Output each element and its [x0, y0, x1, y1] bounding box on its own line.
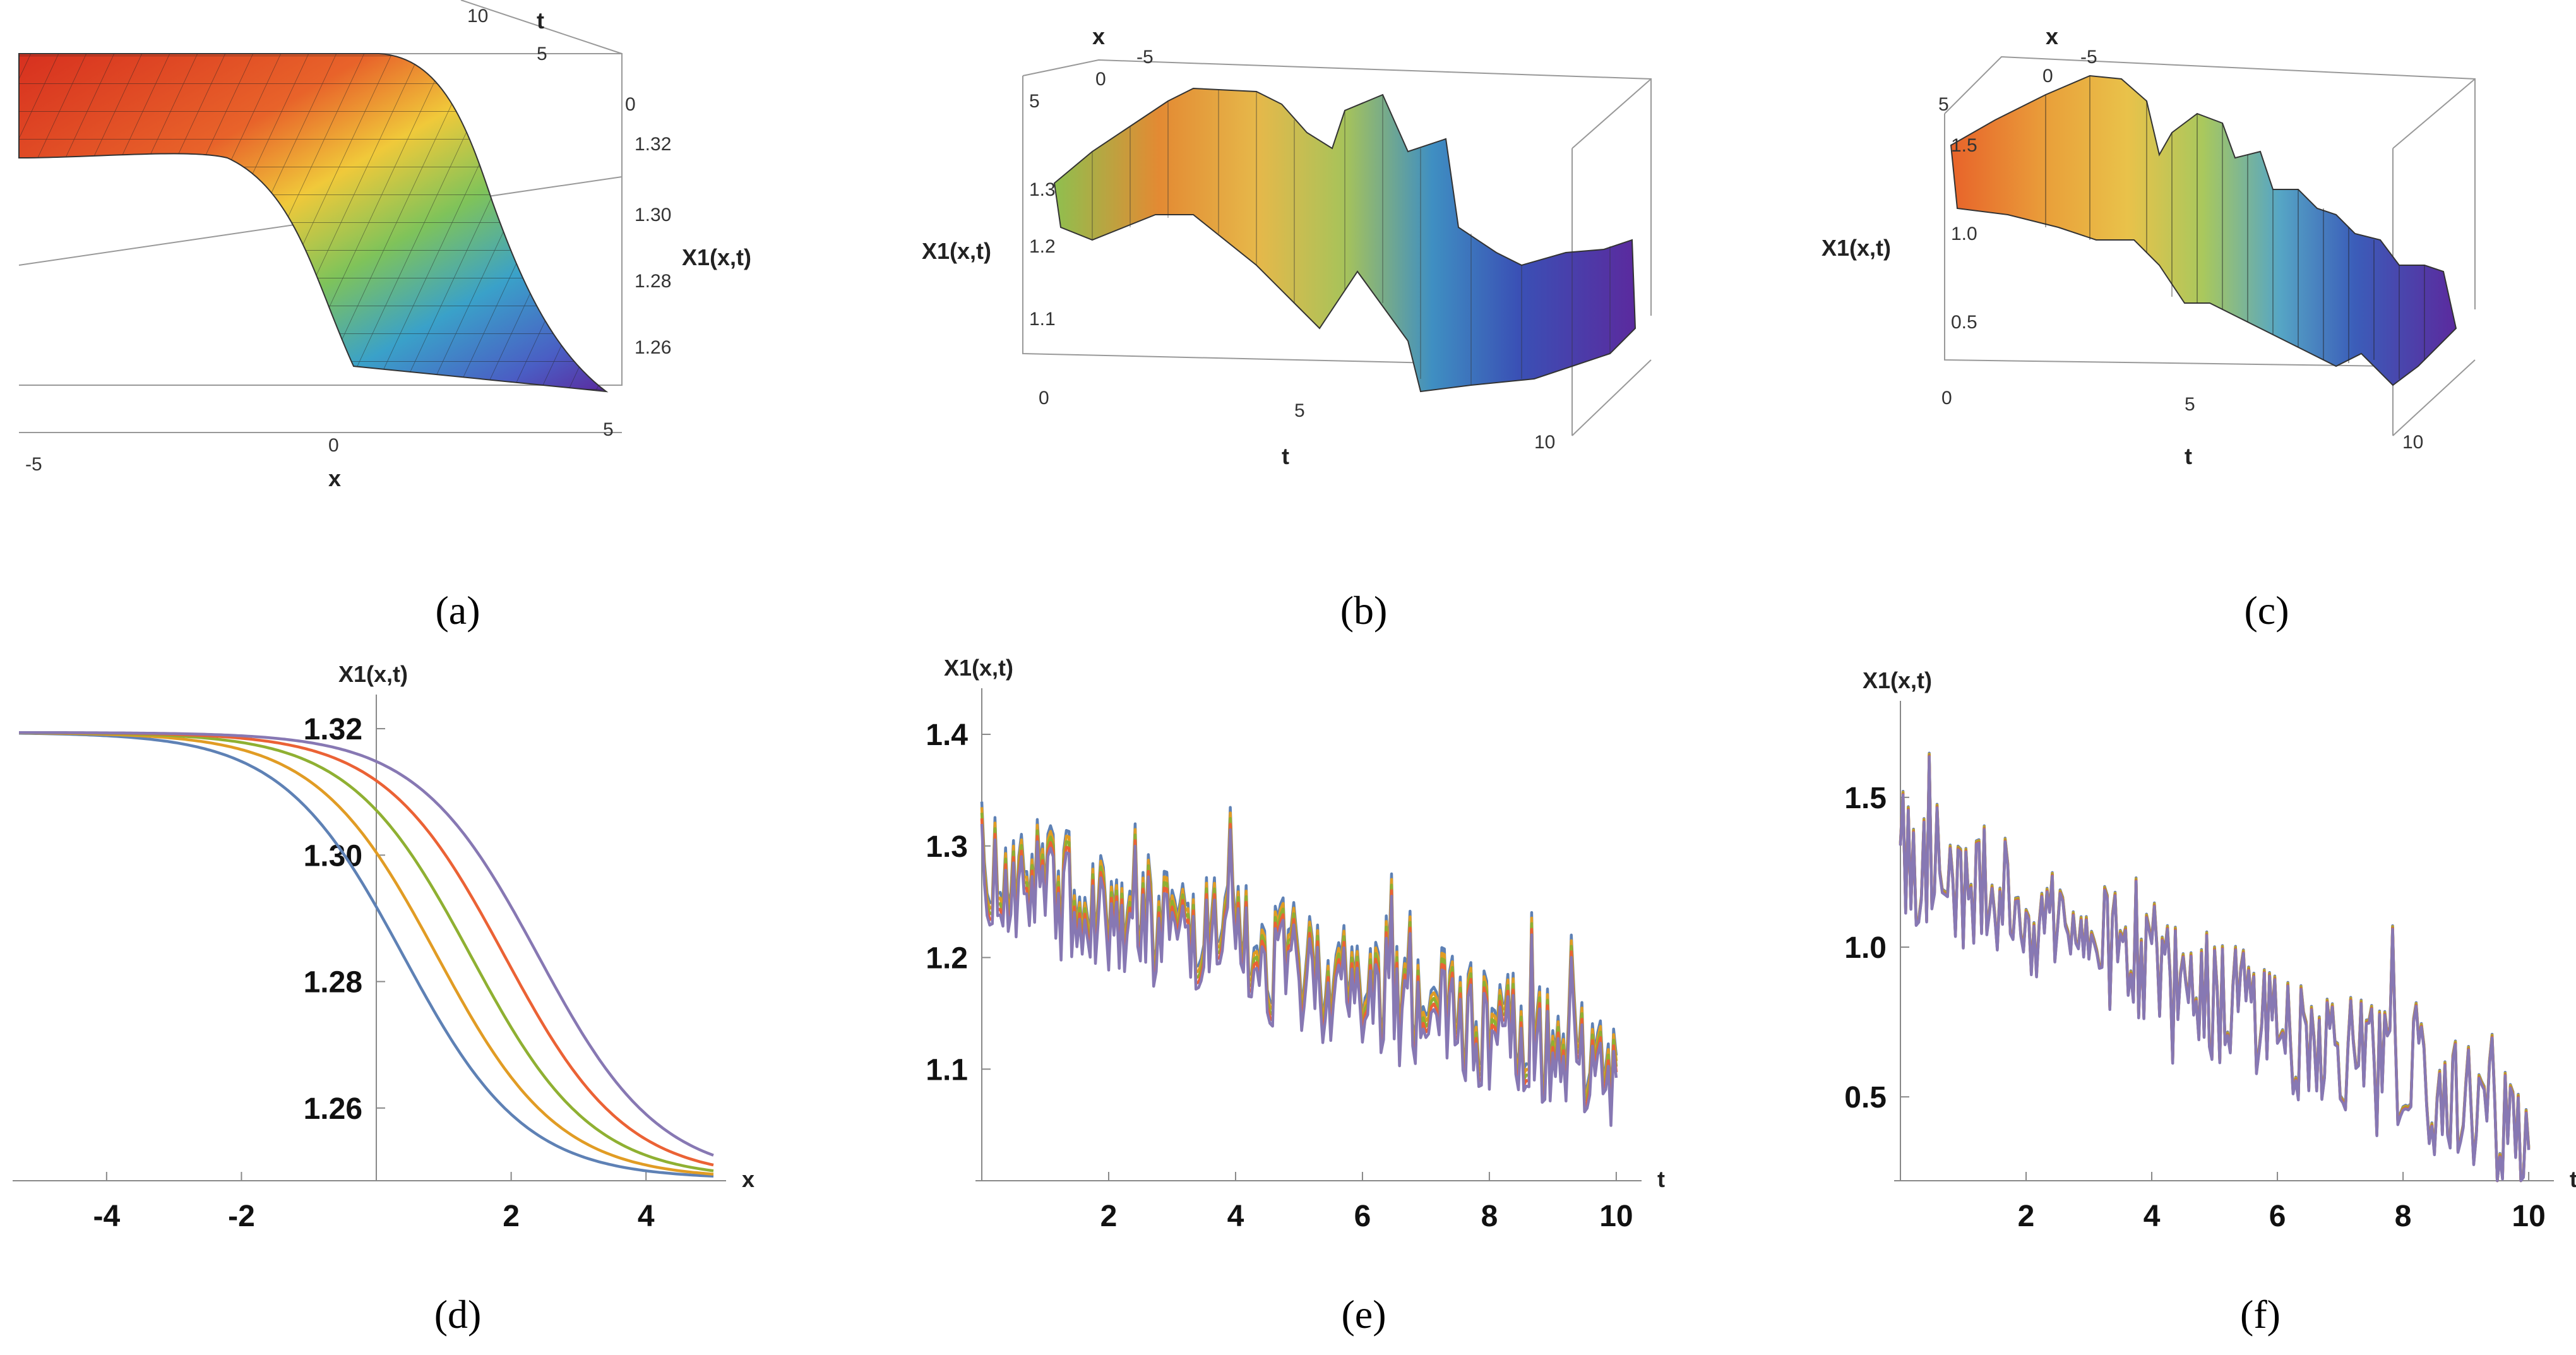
chart-c-x-tick-m5: -5 [2080, 47, 2097, 68]
chart-e-y-tick-label: 1.2 [926, 942, 968, 976]
chart-f-series-s5 [1899, 755, 2531, 1183]
chart-f-y-tick-label: 0.5 [1844, 1081, 1887, 1114]
chart-c-x-label: x [2046, 23, 2058, 49]
chart-f-x-tick-label: 4 [2144, 1200, 2161, 1233]
chart-d-y-tick-label: 1.28 [304, 966, 362, 1000]
chart-b-z-tick-1: 1.2 [1029, 236, 1056, 257]
chart-b-x-tick-5: 5 [1029, 91, 1040, 112]
panel-f: 2 4 6 8 10 1.5 1.0 0.5 X1(x,t) t [1793, 638, 2576, 1269]
panel-a: t 10 5 0 1.32 1.30 1.28 1.26 X1(x,t) -5 … [0, 0, 821, 568]
chart-d-series-t1 [18, 732, 714, 1178]
chart-c-box [1944, 56, 2476, 436]
chart-f-x-label: t [2570, 1166, 2576, 1192]
chart-d-series-t4 [19, 731, 714, 1167]
panel-d: -4 -2 2 4 1.32 1.30 1.28 1.26 X1(x,t) x [0, 638, 821, 1269]
chart-f-y-tick-label: 1.0 [1844, 931, 1887, 965]
chart-f-y-tick-label: 1.5 [1844, 782, 1887, 815]
caption-b: (b) [1340, 588, 1388, 633]
chart-d-y-label: X1(x,t) [338, 661, 408, 687]
chart-d-x-tick-label: -4 [93, 1200, 120, 1233]
chart-e-y-tick-label: 1.1 [926, 1053, 968, 1087]
chart-d-x-tick-label: 2 [503, 1200, 520, 1233]
chart-e-x-tick-label: 2 [1100, 1200, 1118, 1233]
chart-f-x-tick-label: 6 [2269, 1200, 2286, 1233]
chart-a-z-tick-2: 1.28 [635, 271, 671, 292]
caption-f: (f) [2240, 1292, 2281, 1337]
panel-c: x 5 0 -5 1.5 1.0 0.5 X1(x,t) 0 5 10 t [1793, 0, 2576, 568]
chart-b-z-tick-2: 1.1 [1029, 309, 1056, 330]
chart-a-z-tick-1: 1.30 [635, 205, 671, 225]
chart-a-z-label: X1(x,t) [682, 244, 751, 270]
chart-a-z-tick-0: 1.32 [635, 134, 671, 155]
panel-e: 2 4 6 8 10 1.4 1.3 1.2 1.1 X1(x,t) t [897, 638, 1717, 1269]
chart-a-z-tick-3: 1.26 [635, 337, 671, 358]
chart-d-series-t5 [19, 731, 714, 1157]
chart-e-x-tick-label: 6 [1354, 1200, 1371, 1233]
chart-c-surface: x 5 0 -5 1.5 1.0 0.5 X1(x,t) 0 5 10 t [1822, 23, 2476, 469]
chart-b-x-label: x [1092, 23, 1105, 49]
chart-d-x-tick-label: -2 [228, 1200, 255, 1233]
chart-b-x-tick-m5: -5 [1136, 47, 1154, 68]
chart-c-t-tick-0: 0 [1941, 388, 1952, 409]
chart-a-t-tick-0: 0 [625, 94, 636, 115]
chart-f-y-label: X1(x,t) [1863, 667, 1932, 693]
chart-c-x-tick-0: 0 [2042, 66, 2053, 87]
chart-d-y-tick-label: 1.32 [304, 713, 362, 746]
chart-d-y-tick-label: 1.26 [304, 1092, 362, 1126]
chart-b-t-tick-5: 5 [1294, 400, 1305, 421]
chart-a-surface: t 10 5 0 1.32 1.30 1.28 1.26 X1(x,t) -5 … [18, 0, 751, 491]
chart-e-y-label: X1(x,t) [944, 655, 1013, 681]
chart-f-x-tick-label: 8 [2395, 1200, 2412, 1233]
chart-d-x-tick-label: 4 [638, 1200, 655, 1233]
chart-c-x-tick-5: 5 [1938, 94, 1949, 115]
chart-e-x-tick-label: 8 [1481, 1200, 1498, 1233]
chart-e-x-tick-label: 4 [1227, 1200, 1244, 1233]
chart-c-t-label: t [2185, 443, 2192, 469]
chart-a-x-tick-1: 0 [328, 435, 339, 456]
chart-e-y-tick-label: 1.3 [926, 830, 968, 864]
chart-b-surface: x 5 0 -5 1.3 1.2 1.1 X1(x,t) 0 5 10 t [922, 23, 1652, 469]
chart-a-t-tick-10: 10 [467, 6, 488, 27]
chart-a-x-tick-2: 5 [603, 419, 614, 440]
chart-b-z-label: X1(x,t) [922, 238, 991, 264]
chart-a-t-tick-5: 5 [537, 44, 547, 64]
caption-e: (e) [1341, 1292, 1386, 1337]
chart-c-surface-shape [1950, 75, 2457, 386]
chart-f: 2 4 6 8 10 1.5 1.0 0.5 X1(x,t) t [1844, 667, 2576, 1233]
chart-c-z-tick-2: 0.5 [1951, 312, 1977, 333]
chart-c-t-tick-5: 5 [2185, 394, 2195, 415]
chart-a-x-tick-0: -5 [25, 454, 42, 475]
chart-b-z-tick-0: 1.3 [1029, 179, 1056, 200]
chart-b-t-label: t [1282, 443, 1289, 469]
chart-e-series-s5 [980, 823, 1618, 1127]
chart-b-t-tick-0: 0 [1039, 388, 1049, 409]
chart-e: 2 4 6 8 10 1.4 1.3 1.2 1.1 X1(x,t) t [926, 655, 1665, 1233]
chart-e-x-tick-label: 10 [1599, 1200, 1633, 1233]
chart-e-x-label: t [1657, 1166, 1665, 1192]
chart-b-t-tick-10: 10 [1534, 432, 1555, 453]
chart-d-x-label: x [742, 1166, 754, 1192]
chart-c-z-tick-0: 1.5 [1951, 135, 1977, 156]
chart-d-series-t3 [19, 731, 714, 1173]
chart-f-x-tick-label: 10 [2512, 1200, 2545, 1233]
chart-a-x-label: x [328, 465, 341, 491]
chart-b-x-tick-0: 0 [1095, 69, 1106, 90]
chart-c-z-tick-1: 1.0 [1951, 224, 1977, 244]
caption-d: (d) [434, 1292, 482, 1337]
chart-e-y-tick-label: 1.4 [926, 719, 968, 752]
panel-b: x 5 0 -5 1.3 1.2 1.1 X1(x,t) 0 5 10 t [903, 0, 1724, 568]
chart-f-x-tick-label: 2 [2018, 1200, 2035, 1233]
caption-a: (a) [435, 588, 480, 633]
chart-a-t-label: t [537, 8, 544, 33]
chart-c-t-tick-10: 10 [2402, 432, 2423, 453]
chart-c-z-label: X1(x,t) [1822, 235, 1891, 261]
caption-c: (c) [2244, 588, 2289, 633]
